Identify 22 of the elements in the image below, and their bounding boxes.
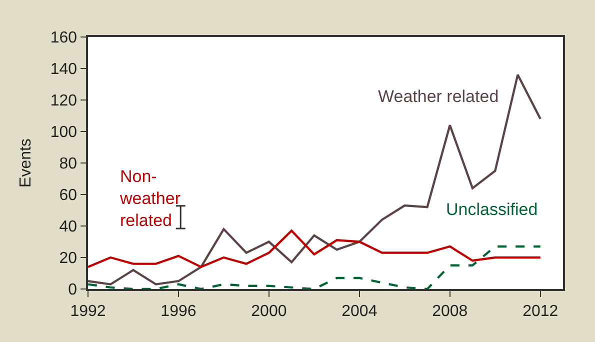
x-tick-label: 1992	[70, 302, 106, 320]
y-tick-label: 120	[50, 92, 78, 110]
x-tick-label: 2008	[432, 302, 468, 320]
x-tick-label: 1996	[160, 302, 196, 320]
x-tick-label: 2012	[522, 302, 558, 320]
y-tick-label: 20	[59, 250, 78, 268]
y-tick-label: 140	[50, 61, 78, 78]
series-label: Unclassified	[446, 200, 538, 219]
y-tick-label: 40	[59, 218, 78, 236]
y-tick-label: 100	[50, 124, 78, 142]
series-label: Non-weather related	[119, 167, 181, 230]
y-tick-label: 160	[50, 30, 78, 47]
y-tick-label: 60	[59, 187, 78, 204]
y-axis-title: Events	[18, 138, 35, 188]
x-tick-label: 2004	[342, 302, 378, 320]
line-series	[88, 245, 542, 289]
series-label: Weather related	[378, 87, 499, 106]
line-series	[88, 74, 542, 286]
y-tick-label: 80	[59, 156, 78, 173]
line-series	[88, 230, 542, 268]
y-tick-label: 0	[68, 282, 78, 299]
x-tick-label: 2000	[251, 302, 287, 320]
